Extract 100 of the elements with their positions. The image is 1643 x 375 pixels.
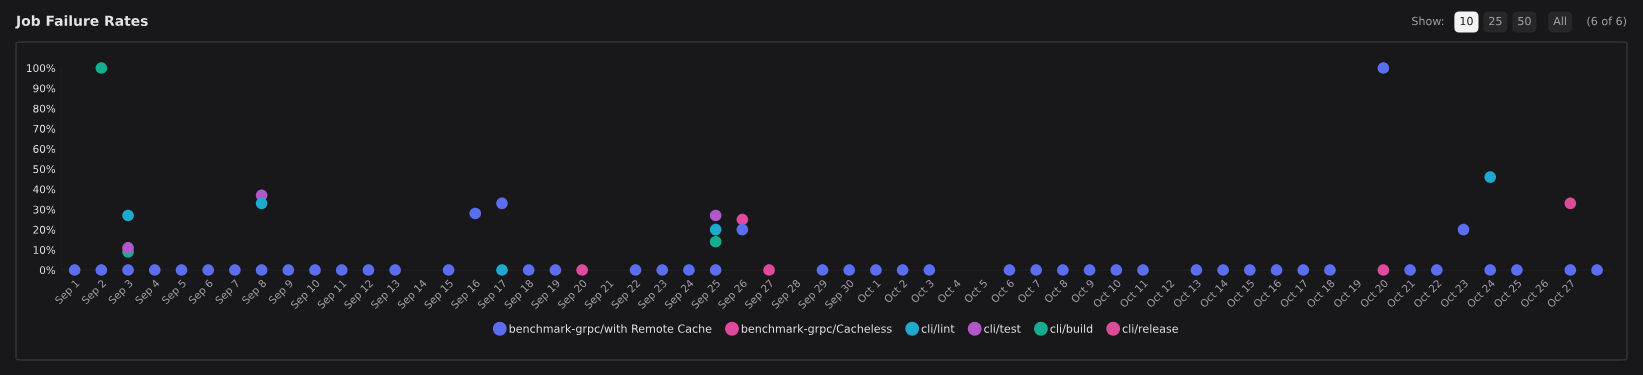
point bbox=[736, 223, 749, 236]
point bbox=[309, 264, 321, 276]
legend-label: benchmark-grpc/with Remote Cache bbox=[509, 324, 712, 335]
point bbox=[122, 209, 134, 222]
y-tick-label: 20% bbox=[33, 225, 56, 234]
y-tick-label: 70% bbox=[33, 124, 56, 133]
point bbox=[255, 197, 268, 210]
point bbox=[1137, 264, 1149, 276]
point bbox=[175, 264, 188, 276]
x-tick-label: Oct 2 bbox=[883, 279, 908, 304]
point bbox=[1457, 223, 1470, 236]
point bbox=[496, 197, 508, 210]
x-tick-label: Oct 25 bbox=[1493, 279, 1522, 309]
point bbox=[122, 264, 134, 276]
point bbox=[1217, 264, 1229, 276]
point bbox=[1244, 264, 1256, 276]
point bbox=[816, 264, 829, 276]
point bbox=[122, 241, 134, 254]
x-tick-label: Oct 9 bbox=[1070, 278, 1095, 304]
point bbox=[709, 209, 722, 222]
text: Show: bbox=[1412, 16, 1444, 26]
point bbox=[335, 264, 348, 276]
point bbox=[362, 264, 375, 276]
point bbox=[95, 264, 108, 276]
y-tick-label: 30% bbox=[33, 205, 56, 214]
x-tick-label: Oct 6 bbox=[990, 278, 1015, 304]
legend-label: cli/lint bbox=[921, 324, 955, 334]
point bbox=[1430, 264, 1443, 276]
point bbox=[1083, 264, 1096, 276]
point bbox=[1377, 62, 1390, 74]
x-tick-label: Sep 8 bbox=[241, 278, 269, 306]
y-tick-label: 90% bbox=[33, 84, 56, 93]
x-tick-label: Oct 8 bbox=[1043, 278, 1069, 304]
point bbox=[389, 264, 401, 276]
point bbox=[469, 207, 482, 220]
text: 10 bbox=[1460, 16, 1473, 26]
point bbox=[1190, 264, 1203, 276]
point bbox=[1110, 264, 1123, 276]
x-tick-label: Oct 3 bbox=[910, 279, 935, 304]
point bbox=[576, 264, 588, 276]
point bbox=[1324, 264, 1336, 276]
point bbox=[709, 223, 722, 236]
point bbox=[763, 264, 775, 276]
point bbox=[442, 264, 455, 276]
x-tick-label: Sep 2 bbox=[81, 279, 108, 306]
point bbox=[68, 264, 81, 276]
y-tick-label: 10% bbox=[33, 246, 56, 254]
x-tick-label: Sep 7 bbox=[214, 279, 242, 306]
y-tick-label: 40% bbox=[33, 185, 56, 194]
y-tick-label: 100% bbox=[27, 64, 56, 73]
point bbox=[522, 264, 535, 276]
y-tick-label: 60% bbox=[33, 145, 56, 153]
x-tick-label: Oct 5 bbox=[963, 279, 988, 304]
point bbox=[95, 62, 108, 74]
text: 25 bbox=[1489, 16, 1502, 26]
point bbox=[496, 264, 508, 276]
point bbox=[1270, 264, 1283, 276]
x-tick-label: Oct 7 bbox=[1016, 279, 1042, 304]
point bbox=[1404, 264, 1416, 276]
text: All bbox=[1553, 16, 1566, 26]
x-tick-label: Sep 3 bbox=[107, 279, 135, 306]
legend-label: benchmark-grpc/Cacheless bbox=[741, 324, 892, 335]
y-tick-label: 0% bbox=[39, 266, 56, 275]
x-tick-label: Sep 5 bbox=[161, 279, 188, 306]
legend-label: cli/test bbox=[984, 324, 1021, 334]
point bbox=[549, 264, 562, 276]
point bbox=[1297, 264, 1310, 276]
point bbox=[1591, 264, 1603, 276]
legend-label: cli/build bbox=[1050, 324, 1093, 334]
text: 50 bbox=[1518, 16, 1531, 26]
point bbox=[870, 264, 882, 276]
chart-title: Job Failure Rates bbox=[15, 15, 148, 29]
point bbox=[1030, 264, 1042, 276]
x-tick-label: Oct 4 bbox=[936, 278, 962, 304]
point bbox=[656, 264, 669, 276]
point bbox=[1564, 197, 1577, 210]
point bbox=[148, 264, 161, 276]
point bbox=[709, 235, 722, 248]
point bbox=[736, 213, 749, 226]
point bbox=[1564, 264, 1577, 276]
point bbox=[202, 264, 215, 276]
x-tick-label: Sep 6 bbox=[187, 278, 215, 306]
point bbox=[229, 264, 241, 276]
point bbox=[709, 264, 722, 276]
y-tick-label: 80% bbox=[33, 104, 56, 113]
legend-label: cli/release bbox=[1122, 324, 1178, 334]
point bbox=[923, 264, 936, 276]
point bbox=[629, 264, 642, 276]
point bbox=[1377, 264, 1390, 276]
point bbox=[1511, 264, 1523, 276]
point bbox=[843, 264, 856, 276]
point bbox=[255, 264, 268, 276]
point bbox=[282, 264, 295, 276]
point bbox=[1484, 171, 1497, 183]
x-tick-label: Sep 1 bbox=[54, 279, 82, 306]
point bbox=[683, 264, 695, 276]
point bbox=[1484, 264, 1497, 276]
y-tick-label: 50% bbox=[33, 165, 56, 174]
text: (6 of 6) bbox=[1587, 16, 1627, 27]
point bbox=[896, 264, 909, 276]
